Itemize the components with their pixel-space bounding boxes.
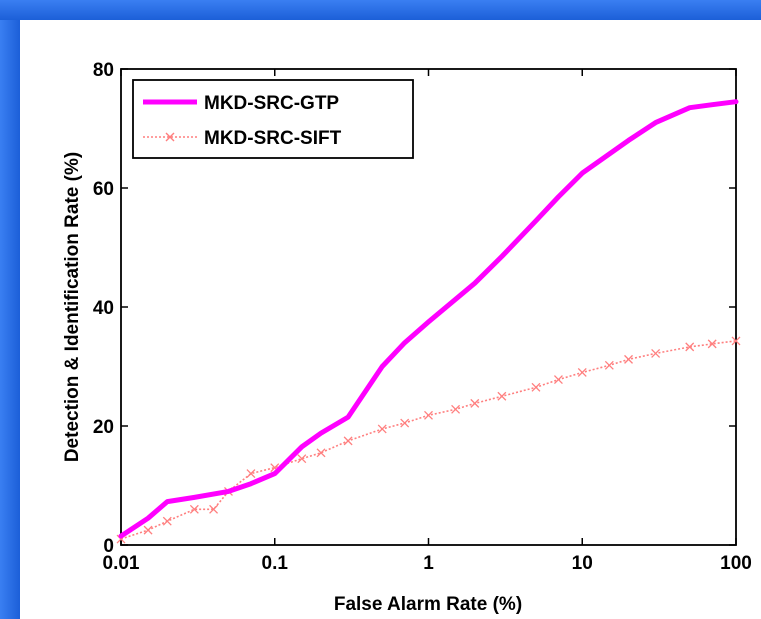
- series-marker-sift: [189, 504, 199, 514]
- y-tick-label: 40: [93, 298, 114, 319]
- legend-label-sift: MKD-SRC-SIFT: [204, 128, 342, 149]
- series-marker-sift: [624, 354, 633, 364]
- x-axis-label: False Alarm Rate (%): [334, 594, 522, 615]
- x-tick-label: 10: [572, 553, 593, 574]
- series-marker-sift: [604, 360, 614, 370]
- series-marker-sift: [685, 342, 695, 352]
- series-marker-sift: [707, 339, 717, 349]
- y-tick-label: 80: [93, 60, 114, 81]
- series-line-gtp: [118, 99, 739, 539]
- series-marker-sift: [531, 382, 541, 392]
- y-tick-label: 0: [103, 536, 114, 557]
- tick-layer: 0.01 0.1 1 10 100 0 20 40 60 80: [93, 60, 752, 574]
- series-marker-sift: [343, 436, 353, 446]
- series-marker-sift: [297, 454, 307, 464]
- series-marker-sift: [470, 398, 480, 408]
- series-marker-sift: [143, 525, 153, 535]
- series-marker-sift: [377, 424, 387, 434]
- series-marker-sift: [451, 404, 461, 414]
- series-marker-sift: [651, 348, 661, 358]
- legend: MKD-SRC-GTP MKD-SRC-SIFT: [132, 79, 414, 159]
- x-tick-label: 100: [720, 553, 752, 574]
- x-tick-label: 0.1: [262, 553, 289, 574]
- series-marker-sift: [209, 504, 219, 514]
- series-marker-sift: [424, 410, 433, 420]
- legend-label-gtp: MKD-SRC-GTP: [204, 93, 339, 114]
- series-marker-sift: [246, 469, 256, 479]
- x-tick-label: 1: [423, 553, 434, 574]
- y-axis-label: Detection & Identification Rate (%): [62, 152, 83, 462]
- series-marker-sift: [731, 336, 741, 346]
- legend-swatch-sift-marker: [165, 132, 175, 142]
- series-layer: [116, 99, 741, 544]
- y-tick-label: 60: [93, 179, 114, 200]
- series-marker-sift: [400, 418, 410, 428]
- series-marker-sift: [497, 391, 507, 401]
- series-marker-sift: [316, 448, 326, 458]
- series-marker-sift: [553, 375, 563, 385]
- slide-left-band: [0, 0, 20, 619]
- series-line-sift: [120, 340, 737, 540]
- legend-box: [132, 79, 414, 159]
- series-marker-sift: [162, 516, 172, 526]
- slide-top-band: [0, 0, 761, 20]
- y-tick-label: 20: [93, 417, 114, 438]
- x-tick-label: 0.01: [103, 553, 140, 574]
- series-marker-sift: [577, 367, 587, 377]
